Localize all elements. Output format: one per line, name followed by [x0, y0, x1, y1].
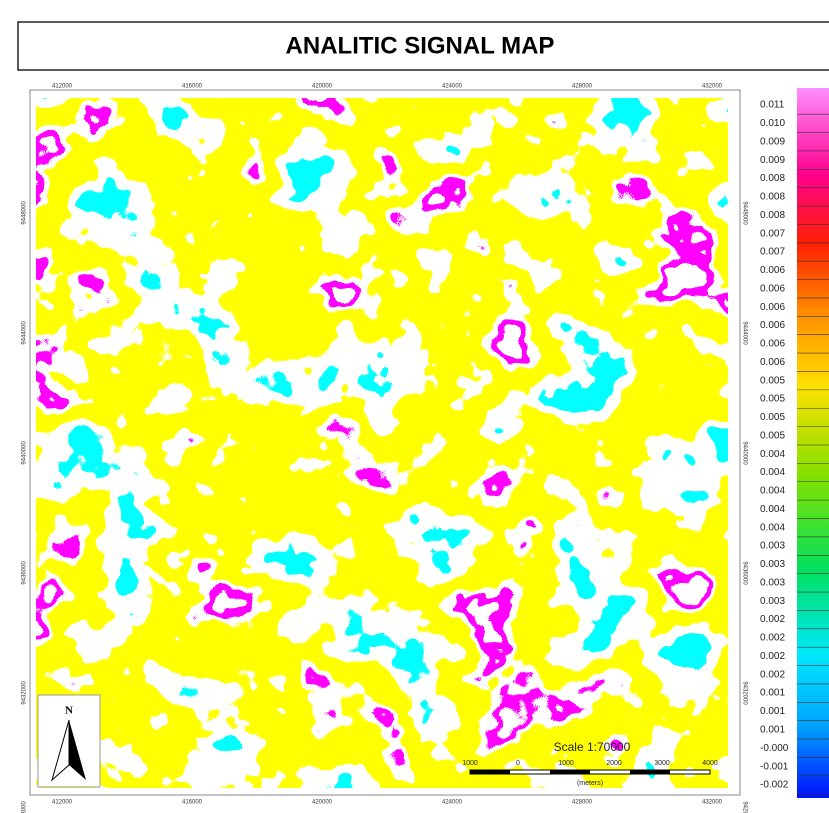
- x-coord-bottom: 412000: [52, 800, 73, 806]
- legend-label: 0.009: [760, 155, 785, 166]
- legend-label: 0.003: [760, 541, 785, 552]
- scale-label: 0: [516, 760, 520, 767]
- scale-label: 2000: [606, 760, 622, 767]
- legend-label: 0.003: [760, 559, 785, 570]
- y-coord-right: 9444000: [741, 321, 747, 345]
- legend-label: 0.004: [760, 504, 785, 515]
- x-coord-bottom: 416000: [182, 800, 203, 806]
- y-coord-right: 9428000: [741, 801, 747, 813]
- legend-label: 0.007: [760, 247, 785, 258]
- legend-label: 0.005: [760, 412, 785, 423]
- legend-label: 0.003: [760, 577, 785, 588]
- legend-label: 0.010: [760, 118, 785, 129]
- legend-label: 0.008: [760, 173, 785, 184]
- y-coord-left: 9440000: [22, 441, 28, 465]
- legend-label: -0.002: [760, 780, 789, 791]
- x-coord-top: 420000: [312, 84, 333, 90]
- legend-label: -0.001: [760, 761, 789, 772]
- x-coord-bottom: 424000: [442, 800, 463, 806]
- y-coord-left: 9436000: [22, 561, 28, 585]
- legend-label: 0.006: [760, 283, 785, 294]
- y-coord-right: 9436000: [741, 561, 747, 585]
- legend-label: 0.006: [760, 320, 785, 331]
- color-bar: [797, 88, 829, 798]
- x-coord-top: 416000: [182, 84, 203, 90]
- legend-label: 0.002: [760, 651, 785, 662]
- x-coord-bottom: 428000: [572, 800, 593, 806]
- map-raster: [36, 98, 728, 788]
- x-coord-top: 412000: [52, 84, 73, 90]
- page: ANALITIC SIGNAL MAP 412000 412000 416000 41…: [0, 0, 829, 813]
- y-coord-right: 9448000: [741, 201, 747, 225]
- legend-label: 0.002: [760, 633, 785, 644]
- legend-label: 0.006: [760, 357, 785, 368]
- north-label: N: [65, 705, 73, 717]
- legend-label: 0.007: [760, 228, 785, 239]
- legend-label: 0.005: [760, 430, 785, 441]
- y-coord-right: 9432000: [741, 681, 747, 705]
- y-coord-left: 9428000: [22, 801, 28, 813]
- legend-label: 0.004: [760, 522, 785, 533]
- legend-label: 0.008: [760, 192, 785, 203]
- y-coord-left: 9444000: [22, 321, 28, 345]
- legend-label: 0.008: [760, 210, 785, 221]
- y-coord-right: 9440000: [741, 441, 747, 465]
- legend-label: 0.001: [760, 688, 785, 699]
- scale-label: 4000: [702, 760, 718, 767]
- title: ANALITIC SIGNAL MAP: [286, 32, 555, 59]
- x-coord-top: 432000: [702, 84, 723, 90]
- y-coord-left: 9432000: [22, 681, 28, 705]
- legend-label: 0.003: [760, 596, 785, 607]
- legend-label: 0.005: [760, 375, 785, 386]
- legend-label: 0.002: [760, 614, 785, 625]
- legend-label: 0.011: [760, 100, 785, 111]
- scale-label: 1000: [558, 760, 574, 767]
- legend-label: 0.002: [760, 669, 785, 680]
- y-coord-left: 9448000: [22, 201, 28, 225]
- scale-label: 1000: [462, 760, 478, 767]
- legend-label: 0.009: [760, 136, 785, 147]
- legend-label: 0.001: [760, 725, 785, 736]
- x-coord-bottom: 432000: [702, 800, 723, 806]
- x-coord-bottom: 420000: [312, 800, 333, 806]
- scale-label: 3000: [654, 760, 670, 767]
- x-coord-top: 424000: [442, 84, 463, 90]
- legend-label: 0.004: [760, 486, 785, 497]
- legend-label: -0.000: [760, 743, 789, 754]
- scale-title: Scale 1:70000: [554, 740, 631, 754]
- legend-label: 0.005: [760, 394, 785, 405]
- legend-label: 0.004: [760, 467, 785, 478]
- legend-label: 0.006: [760, 302, 785, 313]
- legend-label: 0.001: [760, 706, 785, 717]
- scale-unit: (meters): [577, 780, 603, 787]
- legend-label: 0.004: [760, 449, 785, 460]
- legend-label: 0.006: [760, 265, 785, 276]
- legend-label: 0.006: [760, 339, 785, 350]
- x-coord-top: 428000: [572, 84, 593, 90]
